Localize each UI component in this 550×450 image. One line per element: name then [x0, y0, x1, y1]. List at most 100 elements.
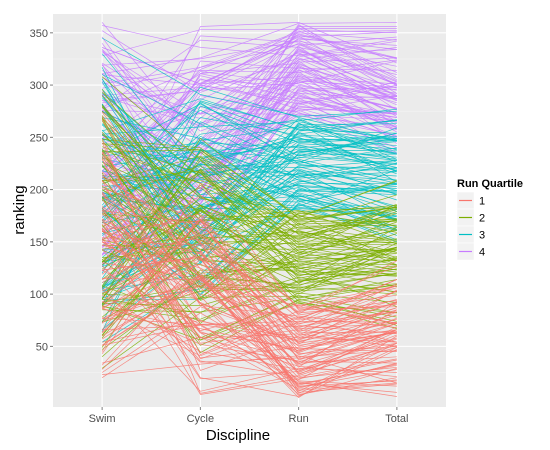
series-line	[101, 98, 397, 134]
series-line	[101, 103, 397, 247]
series-line	[101, 294, 398, 370]
series-line	[101, 168, 397, 305]
series-line	[102, 140, 397, 157]
series-line	[101, 274, 397, 393]
series-line	[101, 116, 397, 314]
series-line	[101, 176, 397, 340]
x-tick-label: Run	[289, 413, 309, 425]
series-line	[102, 117, 397, 184]
series-line	[101, 255, 397, 322]
x-tick-label: Cycle	[187, 413, 215, 425]
series-line	[101, 234, 397, 333]
series-line	[102, 143, 397, 279]
legend-label: 2	[479, 213, 485, 225]
series-line	[101, 228, 397, 324]
legend-label: 1	[479, 196, 485, 208]
y-tick-label: 300	[30, 80, 48, 92]
series-line	[101, 22, 397, 142]
series-line	[101, 166, 397, 257]
series-line	[101, 71, 397, 155]
series-line	[101, 188, 398, 309]
series-line	[101, 112, 398, 315]
series-line	[102, 308, 397, 351]
series-line	[101, 112, 397, 272]
series-line	[102, 307, 398, 341]
series-line	[102, 311, 397, 346]
series-line	[101, 32, 397, 168]
series-line	[101, 42, 398, 243]
series-line	[101, 135, 397, 268]
series-line	[102, 40, 397, 66]
series-line	[102, 86, 398, 128]
series-line	[101, 286, 397, 323]
series-line	[101, 237, 398, 380]
series-line	[101, 269, 397, 393]
series-line	[101, 117, 397, 286]
series-line	[102, 121, 397, 141]
series-line	[101, 22, 398, 240]
series-line	[101, 137, 397, 300]
series-line	[101, 110, 397, 160]
series-1	[101, 112, 398, 399]
y-tick-label: 250	[30, 132, 48, 144]
series-line	[101, 182, 397, 352]
legend-label: 3	[479, 230, 485, 242]
series-line	[101, 123, 397, 253]
series-line	[102, 108, 397, 160]
series-line	[101, 169, 398, 330]
series-line	[101, 39, 397, 109]
series-line	[101, 126, 397, 185]
series-line	[102, 155, 397, 225]
y-tick-label: 50	[36, 341, 48, 353]
series-line	[101, 214, 398, 336]
series-line	[101, 241, 397, 346]
series-3	[101, 37, 398, 343]
series-line	[101, 180, 398, 360]
x-axis: Swim Cycle Run Total	[89, 407, 409, 425]
series-line	[101, 131, 398, 283]
series-line	[101, 37, 397, 117]
series-line	[101, 79, 398, 172]
series-line	[102, 170, 398, 254]
x-tick-label: Total	[385, 413, 408, 425]
series-line	[101, 187, 397, 288]
series-line	[101, 119, 398, 320]
series-line	[101, 165, 398, 246]
y-tick-label: 150	[30, 237, 48, 249]
series-line	[102, 28, 397, 104]
series-line	[101, 118, 398, 293]
series-line	[101, 30, 398, 93]
series-line	[101, 146, 397, 223]
series-line	[101, 105, 398, 218]
series-line	[101, 228, 397, 347]
y-tick-label: 100	[30, 289, 48, 301]
series-line	[101, 110, 397, 221]
series-line	[102, 213, 397, 263]
series-line	[101, 281, 397, 397]
series-line	[101, 78, 398, 223]
series-line	[102, 51, 397, 114]
series-line	[101, 39, 398, 173]
series-line	[101, 103, 397, 157]
series-line	[101, 117, 397, 224]
series-line	[102, 277, 397, 306]
series-line	[101, 35, 398, 180]
series-line	[102, 33, 397, 119]
legend: Run Quartile 1 2 3 4	[456, 178, 523, 261]
series-4	[101, 22, 398, 290]
series-line	[102, 143, 397, 227]
series-line	[101, 194, 397, 310]
series-line	[102, 22, 397, 74]
series-line	[101, 263, 397, 324]
series-lines	[101, 22, 398, 399]
series-line	[102, 154, 397, 224]
series-line	[101, 248, 397, 378]
series-line	[101, 209, 397, 337]
series-line	[102, 74, 397, 105]
series-line	[101, 146, 397, 290]
series-2	[101, 76, 398, 369]
series-line	[102, 25, 397, 57]
series-line	[101, 120, 398, 293]
series-line	[101, 166, 397, 290]
